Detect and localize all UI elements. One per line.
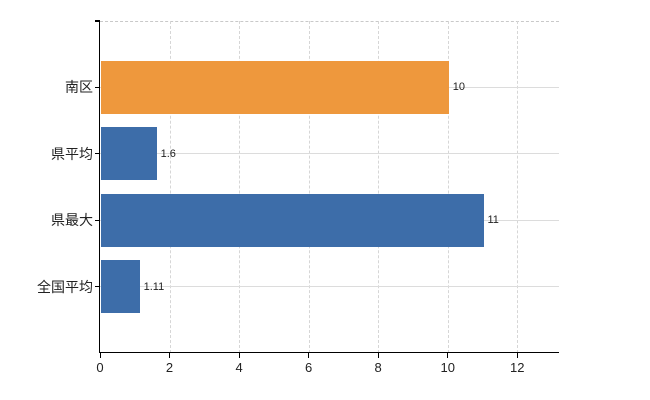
y-axis-tick — [95, 286, 100, 288]
vertical-gridline — [308, 21, 310, 353]
x-axis-tick — [516, 353, 518, 358]
bar-value-label: 1.11 — [143, 280, 165, 293]
category-label: 県平均 — [51, 145, 93, 162]
bar-4 — [101, 260, 140, 314]
x-axis-tick-label: 4 — [235, 360, 243, 375]
vertical-gridline — [517, 21, 519, 353]
category-label: 全国平均 — [37, 278, 93, 295]
bar-3 — [101, 193, 484, 247]
x-axis-tick-label: 10 — [440, 360, 455, 375]
x-axis-tick-label: 8 — [374, 360, 382, 375]
bar-1 — [101, 60, 449, 114]
plot-top-border — [100, 21, 559, 22]
x-axis-tick — [169, 353, 171, 358]
y-axis-top-tick — [95, 20, 100, 22]
category-label: 県最大 — [51, 212, 93, 229]
x-axis-tick-label: 2 — [165, 360, 174, 375]
x-axis-tick — [238, 353, 240, 358]
horizontal-gridline — [100, 286, 559, 288]
y-axis-tick — [95, 86, 100, 88]
bar-2 — [101, 127, 157, 181]
x-axis-tick — [377, 353, 379, 358]
bar-value-label: 10 — [452, 81, 465, 94]
bar-value-label: 1.6 — [160, 147, 176, 160]
vertical-gridline — [378, 21, 380, 353]
x-axis-tick — [308, 353, 310, 358]
bar-value-label: 11 — [487, 214, 499, 227]
horizontal-gridline — [100, 153, 559, 155]
vertical-gridline — [239, 21, 241, 353]
x-axis-tick — [447, 353, 449, 358]
y-axis-tick — [95, 153, 100, 155]
x-axis-tick-label: 12 — [510, 360, 525, 375]
y-axis-line — [98, 20, 100, 353]
vertical-gridline — [169, 21, 171, 353]
x-axis-line — [98, 351, 559, 353]
category-label: 南区 — [65, 79, 93, 96]
x-axis-tick — [99, 353, 101, 358]
x-axis-tick-label: 0 — [96, 360, 104, 375]
vertical-gridline — [447, 21, 449, 353]
x-axis-tick-label: 6 — [305, 360, 313, 375]
y-axis-tick — [95, 219, 100, 221]
